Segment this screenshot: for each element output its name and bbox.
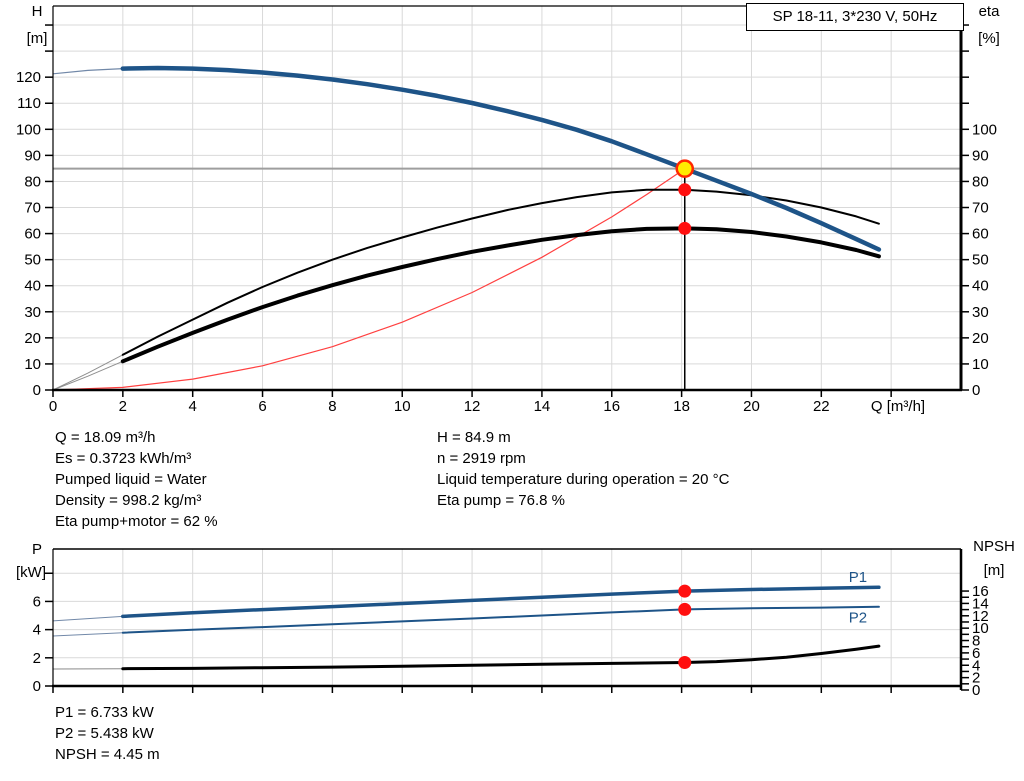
svg-text:6: 6	[33, 593, 41, 610]
svg-text:60: 60	[972, 226, 989, 243]
svg-text:0: 0	[33, 382, 41, 399]
summary-line: P1 = 6.733 kW	[55, 704, 154, 721]
svg-text:100: 100	[972, 121, 997, 138]
svg-text:0: 0	[49, 398, 57, 415]
svg-text:8: 8	[328, 398, 336, 415]
summary-line: Pumped liquid = Water	[55, 471, 207, 488]
p-axis-label: P	[31, 541, 42, 558]
npsh-axis-label: NPSH	[973, 538, 1015, 555]
svg-text:50: 50	[972, 252, 989, 269]
h-axis-unit: [m]	[26, 30, 48, 47]
duty-summary-left: Q = 18.09 m³/h Es = 0.3723 kWh/m³ Pumped…	[55, 427, 218, 532]
svg-text:70: 70	[24, 200, 41, 217]
svg-text:10: 10	[972, 356, 989, 373]
svg-text:14: 14	[972, 595, 989, 612]
svg-text:120: 120	[16, 69, 41, 86]
svg-text:10: 10	[972, 620, 989, 637]
svg-text:16: 16	[603, 398, 620, 415]
svg-text:80: 80	[24, 173, 41, 190]
svg-text:30: 30	[24, 304, 41, 321]
svg-text:12: 12	[972, 608, 989, 625]
svg-text:70: 70	[972, 200, 989, 217]
svg-text:2: 2	[33, 650, 41, 667]
p-axis-unit: [kW]	[16, 564, 46, 581]
svg-text:12: 12	[464, 398, 481, 415]
svg-text:6: 6	[972, 645, 980, 662]
summary-line: n = 2919 rpm	[437, 450, 526, 467]
summary-line: Density = 998.2 kg/m³	[55, 492, 202, 509]
q-axis-label: Q [m³/h]	[870, 398, 926, 415]
duty-summary-right: H = 84.9 m n = 2919 rpm Liquid temperatu…	[437, 427, 729, 511]
svg-text:90: 90	[24, 147, 41, 164]
svg-text:10: 10	[394, 398, 411, 415]
summary-line: H = 84.9 m	[437, 429, 511, 446]
svg-text:50: 50	[24, 252, 41, 269]
svg-text:110: 110	[17, 95, 41, 112]
svg-text:30: 30	[972, 304, 989, 321]
svg-text:2: 2	[119, 398, 127, 415]
svg-text:80: 80	[972, 173, 989, 190]
svg-text:8: 8	[972, 633, 980, 650]
npsh-axis-unit: [m]	[983, 562, 1005, 579]
svg-text:100: 100	[16, 121, 41, 138]
power-summary: P1 = 6.733 kW P2 = 5.438 kW NPSH = 4.45 …	[55, 702, 160, 765]
svg-text:18: 18	[673, 398, 690, 415]
h-axis-label: H	[31, 3, 43, 20]
summary-line: Q = 18.09 m³/h	[55, 429, 156, 446]
summary-line: Eta pump+motor = 62 %	[55, 513, 218, 530]
svg-text:40: 40	[24, 278, 41, 295]
svg-text:20: 20	[24, 330, 41, 347]
svg-text:40: 40	[972, 278, 989, 295]
svg-text:0: 0	[972, 382, 980, 399]
svg-text:16: 16	[972, 583, 989, 600]
svg-text:2: 2	[972, 670, 980, 687]
svg-text:P2: P2	[849, 610, 867, 627]
eta-axis-unit: [%]	[978, 30, 1000, 47]
svg-text:0: 0	[33, 678, 41, 695]
svg-text:14: 14	[534, 398, 551, 415]
svg-text:20: 20	[743, 398, 760, 415]
svg-text:20: 20	[972, 330, 989, 347]
svg-text:10: 10	[24, 356, 41, 373]
summary-line: Eta pump = 76.8 %	[437, 492, 565, 509]
summary-line: NPSH = 4.45 m	[55, 746, 160, 763]
pump-model-title: SP 18-11, 3*230 V, 50Hz	[746, 3, 964, 31]
svg-text:22: 22	[813, 398, 830, 415]
svg-text:6: 6	[258, 398, 266, 415]
svg-text:4: 4	[189, 398, 197, 415]
svg-text:0: 0	[972, 682, 980, 699]
svg-text:60: 60	[24, 226, 41, 243]
svg-text:P1: P1	[849, 569, 867, 586]
summary-line: P2 = 5.438 kW	[55, 725, 154, 742]
svg-text:4: 4	[972, 657, 980, 674]
summary-line: Es = 0.3723 kWh/m³	[55, 450, 192, 467]
svg-text:90: 90	[972, 147, 989, 164]
svg-text:4: 4	[33, 622, 41, 639]
eta-axis-label: eta	[978, 3, 1000, 20]
summary-line: Liquid temperature during operation = 20…	[437, 471, 730, 488]
